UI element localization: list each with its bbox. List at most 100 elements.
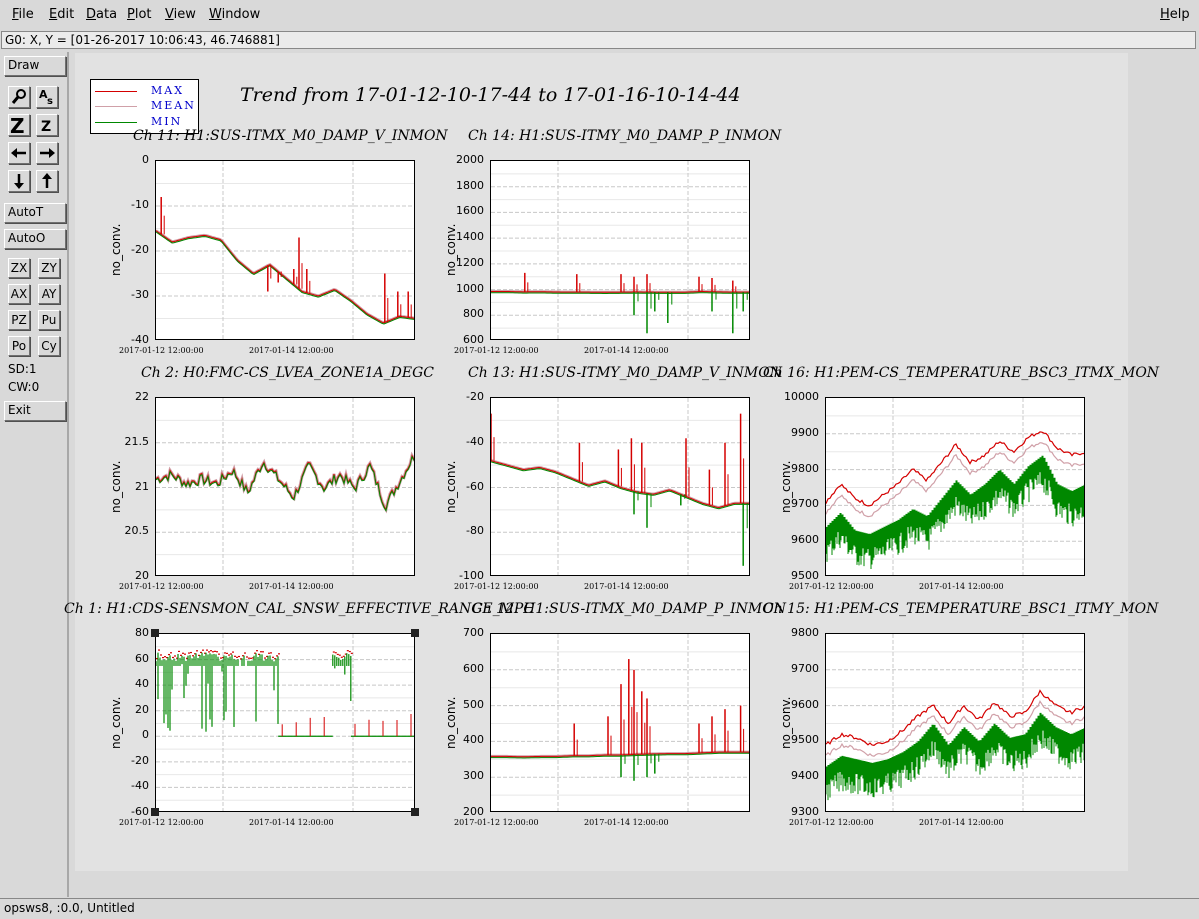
menu-window[interactable]: Window: [209, 7, 261, 22]
plot-area[interactable]: [155, 160, 415, 340]
arrow-up-icon[interactable]: [36, 170, 58, 192]
y-tick-label: 1600: [456, 204, 484, 218]
y-tick-label: 600: [463, 661, 484, 675]
arrow-down-icon[interactable]: [8, 170, 30, 192]
y-tick-label: 9600: [791, 533, 819, 547]
y-tick-label: 21: [135, 479, 149, 493]
coordinate-readout: G0: X, Y = [01-26-2017 10:06:43, 46.7468…: [1, 31, 1196, 49]
plot-area[interactable]: [825, 397, 1085, 576]
plot-area[interactable]: [490, 160, 750, 340]
arrow-left-icon[interactable]: [8, 142, 30, 164]
pz-button[interactable]: PZ: [8, 310, 30, 330]
y-tick-label: 9400: [791, 769, 819, 783]
y-tick-label: 20: [135, 702, 149, 716]
page-title: Trend from 17-01-12-10-17-44 to 17-01-16…: [240, 84, 741, 106]
auto-time-button[interactable]: AutoT: [4, 203, 66, 223]
y-tick-label: -20: [131, 243, 149, 256]
sd-label: SD:1: [8, 362, 37, 376]
y-tick-label: -40: [131, 779, 149, 793]
y-tick-label: 0: [142, 153, 149, 166]
legend-mean-label: MEAN: [151, 99, 196, 112]
chart-title: Ch 11: H1:SUS-ITMX_M0_DAMP_V_INMON: [133, 128, 448, 144]
mean-trace: [491, 459, 749, 510]
zoom-in-icon[interactable]: Z: [8, 114, 30, 138]
x-tick-label: 2017-01-12 12:00:00: [119, 818, 204, 827]
x-tick-label: 2017-01-12 12:00:00: [454, 582, 539, 591]
max-trace: [826, 431, 1084, 507]
chart-title: Ch 15: H1:PEM-CS_TEMPERATURE_BSC1_ITMY_M…: [763, 601, 1159, 617]
selection-handle[interactable]: [151, 808, 159, 816]
menu-data[interactable]: Data: [86, 7, 118, 22]
plot-area[interactable]: [490, 633, 750, 812]
y-tick-label: 800: [463, 307, 484, 321]
y-tick-label: 9600: [791, 697, 819, 711]
zoom-y-button[interactable]: ZY: [38, 258, 60, 278]
selection-handle[interactable]: [411, 629, 419, 637]
plot-area[interactable]: [155, 633, 415, 812]
cy-button[interactable]: Cy: [38, 336, 60, 356]
menu-edit[interactable]: Edit: [49, 7, 75, 22]
exit-button[interactable]: Exit: [4, 401, 66, 421]
plot-svg: [491, 398, 749, 575]
plot-area[interactable]: [490, 397, 750, 576]
zoom-x-button[interactable]: ZX: [8, 258, 30, 278]
mean-trace: [826, 442, 1084, 518]
x-tick-label: 2017-01-12 12:00:00: [119, 582, 204, 591]
legend-max: MAX: [95, 84, 195, 99]
mean-trace: [156, 229, 414, 325]
y-tick-label: -100: [459, 569, 484, 582]
pu-button[interactable]: Pu: [38, 310, 60, 330]
y-tick-label: 400: [463, 733, 484, 747]
auto-x-button[interactable]: AX: [8, 284, 30, 304]
auto-origin-button[interactable]: AutoO: [4, 229, 66, 249]
y-tick-label: 700: [463, 626, 484, 639]
plot-area[interactable]: [155, 397, 415, 576]
y-tick-label: 20: [135, 569, 149, 582]
y-tick-label: 9500: [791, 569, 819, 582]
draw-button[interactable]: Draw: [4, 56, 66, 76]
chart-title: Ch 14: H1:SUS-ITMY_M0_DAMP_P_INMON: [468, 128, 782, 144]
x-tick-label: 2017-01-14 12:00:00: [919, 818, 1004, 827]
y-tick-label: -20: [466, 390, 484, 403]
selection-handle[interactable]: [411, 808, 419, 816]
chart-title: Ch 2: H0:FMC-CS_LVEA_ZONE1A_DEGC: [141, 365, 434, 381]
plot-area[interactable]: [825, 633, 1085, 812]
legend: MAX MEAN MIN: [90, 79, 199, 134]
plot-svg: [491, 161, 749, 339]
chart-title: Ch 1: H1:CDS-SENSMON_CAL_SNSW_EFFECTIVE_…: [64, 601, 535, 617]
min-trace: [156, 231, 414, 325]
legend-mean: MEAN: [95, 99, 195, 114]
selection-handle[interactable]: [151, 629, 159, 637]
x-tick-label: 2017-01-14 12:00:00: [584, 582, 669, 591]
y-tick-label: -30: [131, 288, 149, 301]
zoom-out-icon[interactable]: Z: [36, 114, 58, 136]
menu-help[interactable]: Help: [1160, 7, 1190, 22]
svg-text:s: s: [47, 96, 53, 107]
x-tick-label: 2017-01-12 12:00:00: [454, 346, 539, 355]
min-trace: [156, 455, 414, 513]
legend-min-label: MIN: [151, 115, 183, 128]
y-tick-label: -40: [466, 434, 484, 448]
po-button[interactable]: Po: [8, 336, 30, 356]
y-tick-label: -80: [466, 524, 484, 538]
y-tick-label: 80: [135, 626, 149, 639]
magnifier-icon[interactable]: [8, 86, 30, 108]
menu-view[interactable]: View: [165, 7, 196, 22]
chart-title: Ch 12: H1:SUS-ITMX_M0_DAMP_P_INMON: [472, 601, 786, 617]
svg-text:A: A: [39, 88, 48, 101]
y-tick-label: 9700: [791, 661, 819, 675]
arrow-right-icon[interactable]: [36, 142, 58, 164]
plot-svg: [156, 161, 414, 339]
chart-title: Ch 16: H1:PEM-CS_TEMPERATURE_BSC3_ITMX_M…: [763, 365, 1160, 381]
plot-svg: [156, 634, 414, 811]
y-tick-label: 2000: [456, 153, 484, 166]
menu-plot[interactable]: Plot: [127, 7, 152, 22]
auto-y-button[interactable]: AY: [38, 284, 60, 304]
menu-file[interactable]: File: [12, 7, 34, 22]
y-tick-label: -10: [131, 198, 149, 211]
min-trace: [491, 292, 749, 294]
x-tick-label: 2017-01-14 12:00:00: [584, 346, 669, 355]
legend-min: MIN: [95, 115, 195, 130]
